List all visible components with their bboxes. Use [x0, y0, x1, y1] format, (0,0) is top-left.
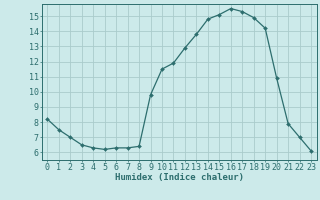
X-axis label: Humidex (Indice chaleur): Humidex (Indice chaleur) — [115, 173, 244, 182]
